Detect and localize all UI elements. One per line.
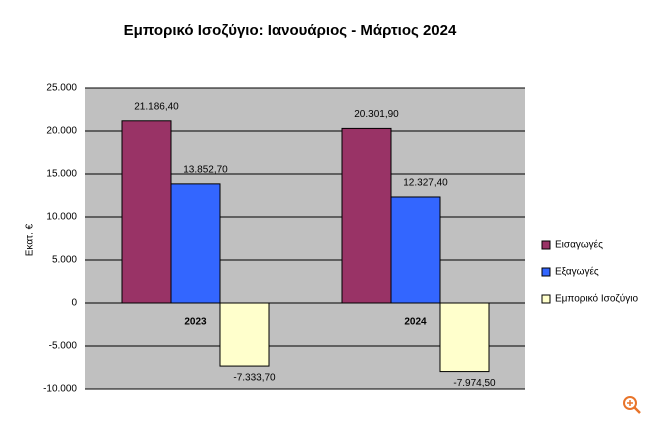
legend-label: Εμπορικό Ισοζύγιο: [555, 293, 638, 305]
data-label: -7.974,50: [453, 378, 496, 389]
data-label: -7.333,70: [233, 373, 276, 384]
bar: [439, 302, 490, 373]
legend-label: Εξαγωγές: [555, 266, 599, 278]
legend-label: Εισαγωγές: [555, 239, 603, 251]
zoom-lens: [623, 396, 637, 410]
bar: [170, 183, 221, 304]
data-label: 13.852,70: [183, 165, 228, 176]
legend-swatch: [541, 294, 551, 304]
data-label: 21.186,40: [134, 101, 179, 112]
zoom-icon[interactable]: [623, 396, 641, 414]
chart-title: Εμπορικό Ισοζύγιο: Ιανουάριος - Μάρτιος …: [124, 22, 457, 39]
legend-swatch: [541, 267, 551, 277]
y-tick-label: -5.000: [49, 341, 78, 352]
x-tick-label: 2024: [404, 317, 427, 328]
data-label: 20.301,90: [354, 109, 399, 120]
y-tick-label: 5.000: [52, 255, 77, 266]
zoom-handle: [633, 406, 641, 414]
bar: [341, 127, 392, 304]
bar: [219, 302, 270, 367]
bar: [121, 120, 172, 304]
legend-swatch: [541, 240, 551, 250]
data-label: 12.327,40: [403, 178, 448, 189]
bar: [390, 196, 441, 304]
y-axis-label: Εκατ. €: [25, 223, 36, 256]
y-tick-label: 0: [71, 298, 77, 309]
y-tick-label: -10.000: [43, 384, 77, 395]
y-tick-label: 15.000: [46, 169, 77, 180]
x-tick-label: 2023: [184, 317, 207, 328]
y-tick-label: 20.000: [46, 126, 77, 137]
y-tick-label: 10.000: [46, 212, 77, 223]
y-tick-label: 25.000: [46, 83, 77, 94]
